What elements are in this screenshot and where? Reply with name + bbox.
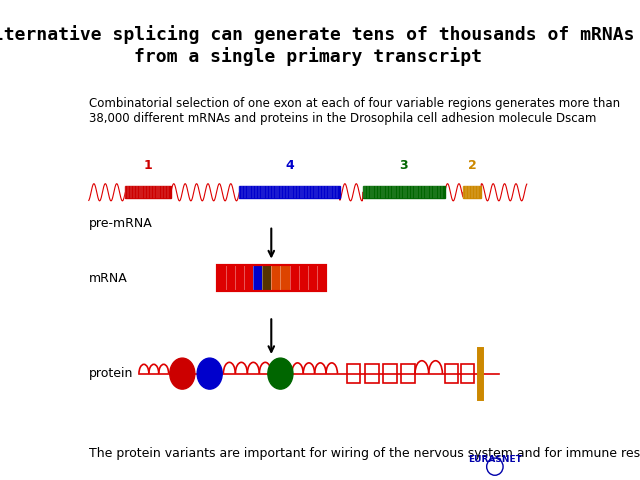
Text: pre-mRNA: pre-mRNA — [89, 217, 152, 230]
Bar — [347, 364, 360, 383]
Text: Alternative splicing can generate tens of thousands of mRNAs
from a single prima: Alternative splicing can generate tens o… — [0, 25, 634, 66]
Text: mRNA: mRNA — [89, 272, 127, 285]
Bar — [216, 265, 326, 291]
Text: EURASNET: EURASNET — [468, 456, 522, 464]
Bar — [365, 364, 378, 383]
Bar — [253, 265, 262, 291]
Text: 3: 3 — [399, 159, 408, 172]
Bar — [262, 265, 271, 291]
Text: 4: 4 — [285, 159, 294, 172]
Bar — [362, 186, 445, 198]
Ellipse shape — [170, 358, 195, 389]
Text: protein: protein — [89, 367, 133, 380]
Text: Combinatorial selection of one exon at each of four variable regions generates m: Combinatorial selection of one exon at e… — [89, 97, 620, 125]
Bar — [280, 265, 289, 291]
Text: The protein variants are important for wiring of the nervous system and for immu: The protein variants are important for w… — [89, 446, 640, 459]
Text: 1: 1 — [144, 159, 152, 172]
Bar — [383, 364, 397, 383]
Bar — [216, 265, 326, 291]
Ellipse shape — [268, 358, 293, 389]
Bar — [244, 265, 253, 291]
Bar — [463, 186, 481, 198]
Bar — [317, 265, 326, 291]
Text: 2: 2 — [468, 159, 476, 172]
Bar — [226, 265, 235, 291]
Bar — [125, 186, 171, 198]
Bar — [445, 364, 458, 383]
Bar — [239, 186, 340, 198]
Bar — [461, 364, 474, 383]
Bar — [401, 364, 415, 383]
Bar — [235, 265, 244, 291]
Bar — [271, 265, 280, 291]
Bar — [308, 265, 317, 291]
Bar — [289, 265, 299, 291]
Bar — [216, 265, 226, 291]
Bar — [299, 265, 308, 291]
Ellipse shape — [197, 358, 222, 389]
